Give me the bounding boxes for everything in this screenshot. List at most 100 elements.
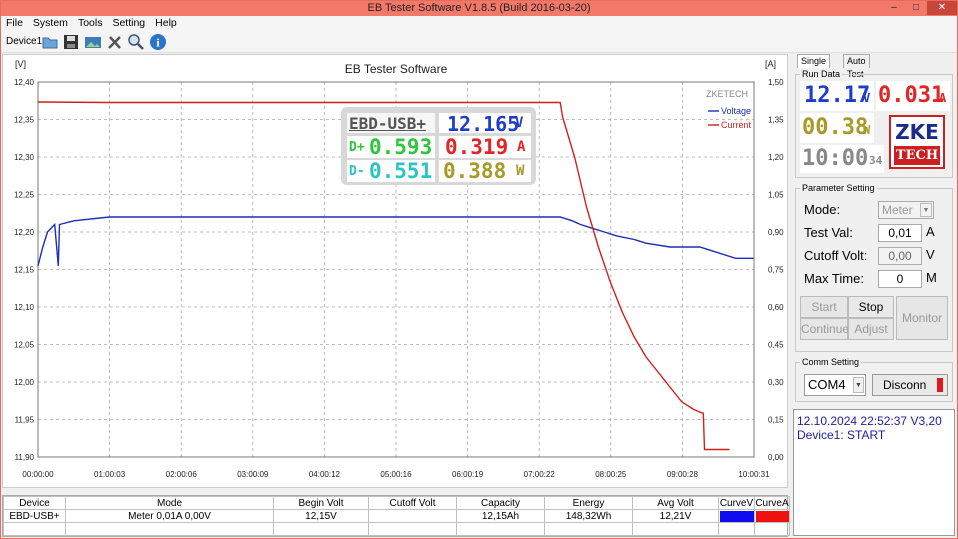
dminus-box: D- 0.551 — [347, 159, 435, 183]
menu-file[interactable]: File — [6, 17, 23, 29]
x-tick-label: 07:00:22 — [524, 470, 556, 479]
search-icon[interactable] — [127, 33, 145, 51]
open-folder-icon[interactable] — [41, 33, 59, 51]
mode-label: Mode: — [804, 202, 841, 217]
x-tick-label: 01:00:03 — [94, 470, 126, 479]
monitor-button[interactable]: Monitor — [896, 296, 948, 340]
adjust-button[interactable]: Adjust — [848, 318, 894, 340]
test-val-input[interactable]: 0,01 — [878, 224, 922, 242]
status-line: Device1: START — [797, 428, 886, 442]
comm-group: Comm Setting COM4 ▼ Disconn — [795, 357, 953, 402]
run-data-title: Run Data — [800, 69, 843, 79]
col-header: CurveA — [754, 496, 790, 510]
y-right-tick-label: 0,00 — [768, 453, 784, 462]
model-box: EBD-USB+ — [347, 113, 435, 133]
cutoff-label: Cutoff Volt: — [804, 248, 868, 263]
info-icon[interactable]: i — [149, 33, 167, 51]
meter-power-unit: W — [516, 163, 525, 179]
port-select[interactable]: COM4 ▼ — [804, 374, 866, 396]
window-title: EB Tester Software V1.8.5 (Build 2016-03… — [367, 2, 591, 14]
run-current: 0.031 — [878, 83, 945, 108]
stop-button[interactable]: Stop — [848, 296, 894, 318]
right-axis-unit: [A] — [765, 59, 776, 69]
dplus-value: 0.593 — [369, 135, 433, 159]
col-header: Begin Volt — [273, 496, 369, 510]
chart-svg: EB Tester Software [V] [A] 12,40 12,35 12,… — [14, 59, 784, 479]
dplus-box: D+ 0.593 — [347, 135, 435, 159]
cutoff-unit: V — [926, 247, 935, 262]
title-bar: EB Tester Software V1.8.5 (Build 2016-03… — [1, 1, 957, 16]
y-left-tick-label: 11,90 — [15, 453, 35, 462]
tools-icon[interactable] — [106, 33, 124, 51]
svg-text:i: i — [156, 36, 160, 50]
col-header: Energy — [544, 496, 633, 510]
cutoff-input[interactable]: 0,00 — [878, 247, 922, 265]
x-tick-label: 08:00:25 — [595, 470, 627, 479]
mode-select[interactable]: Meter ▼ — [878, 201, 934, 219]
chart-title: EB Tester Software — [345, 62, 448, 76]
x-tick-label: 00:00:00 — [22, 470, 54, 479]
mode-value: Meter — [882, 203, 913, 217]
menu-tools[interactable]: Tools — [77, 17, 103, 29]
meter-current: 0.319 — [445, 135, 509, 159]
run-voltage-unit: V — [863, 91, 871, 105]
y-right-tick-label: 1,50 — [768, 78, 784, 87]
cell-capacity: 12,15Ah — [456, 509, 545, 523]
run-seconds: 34 — [869, 154, 883, 167]
legend-label: Voltage — [721, 106, 751, 116]
test-val-label: Test Val: — [804, 225, 853, 240]
zketech-logo: ZKE TECH — [889, 115, 945, 169]
plot-area — [37, 81, 755, 458]
logo-top: ZKE — [895, 120, 939, 144]
menu-system[interactable]: System — [32, 17, 68, 29]
tab-auto-test[interactable]: Auto Test — [843, 54, 870, 79]
cell-device: EBD-USB+ — [3, 509, 66, 523]
x-tick-label: 03:00:09 — [237, 470, 269, 479]
close-icon[interactable]: ✕ — [927, 1, 957, 15]
chart-watermark: ZKETECH — [706, 89, 748, 99]
chevron-down-icon[interactable]: ▼ — [920, 203, 932, 217]
toolbar: Device1 i — [1, 31, 957, 53]
voltage-box: 12.165 V — [439, 112, 531, 136]
image-icon[interactable] — [84, 33, 102, 51]
menu-help[interactable]: Help — [155, 17, 177, 29]
cell-energy: 148,32Wh — [544, 509, 633, 523]
maximize-icon[interactable]: □ — [912, 2, 920, 13]
maxtime-input[interactable]: 0 — [878, 270, 922, 288]
y-left-tick-label: 12,15 — [14, 266, 35, 275]
minimize-icon[interactable]: – — [891, 2, 897, 13]
continue-button[interactable]: Continue — [800, 318, 849, 340]
table-row[interactable]: EBD-USB+ Meter 0,01A 0,00V 12,15V 12,15A… — [3, 509, 790, 523]
y-right-tick-label: 0,60 — [768, 303, 784, 312]
curve-a-swatch[interactable] — [754, 509, 790, 523]
disconn-button[interactable]: Disconn — [872, 374, 948, 396]
col-header: Avg Volt — [632, 496, 719, 510]
menu-setting[interactable]: Setting — [112, 17, 146, 29]
start-button[interactable]: Start — [800, 296, 848, 318]
col-header: Capacity — [456, 496, 545, 510]
tab-single-test[interactable]: Single Test — [797, 54, 831, 79]
maxtime-unit: M — [926, 270, 937, 285]
y-right-tick-label: 0,75 — [768, 266, 784, 275]
x-tick-label: 10:00:31 — [738, 470, 770, 479]
chart-panel: EB Tester Software [V] [A] 12,40 12,35 12,… — [2, 54, 788, 488]
y-left-tick-label: 12,30 — [14, 153, 35, 162]
chevron-down-icon[interactable]: ▼ — [853, 377, 864, 393]
cell-avg-volt: 12,21V — [632, 509, 719, 523]
y-left-tick-label: 12,40 — [14, 78, 35, 87]
col-header: Cutoff Volt — [368, 496, 457, 510]
x-tick-label: 09:00:28 — [667, 470, 699, 479]
run-power-unit: W — [863, 123, 871, 137]
curve-v-swatch[interactable] — [718, 509, 755, 523]
run-voltage-box: 12.17 V — [800, 81, 874, 111]
y-left-tick-label: 11,95 — [15, 416, 35, 425]
save-icon[interactable] — [62, 33, 80, 51]
device-label: Device1 — [6, 36, 43, 47]
y-right-tick-label: 1,20 — [768, 153, 784, 162]
parameter-group: Parameter Setting Mode: Meter ▼ Test Val… — [795, 183, 953, 352]
y-left-tick-label: 12,20 — [14, 228, 35, 237]
y-left-tick-label: 12,35 — [14, 116, 35, 125]
x-tick-label: 06:00:19 — [452, 470, 484, 479]
run-time-box: 10:00 34 — [800, 145, 884, 173]
